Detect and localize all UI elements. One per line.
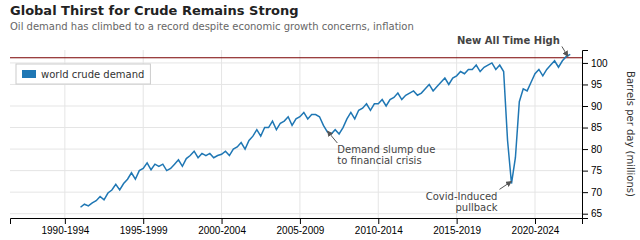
annotations: Demand slump dueto financial crisis Covid…	[327, 35, 568, 213]
annotation-text: Demand slump dueto financial crisis	[337, 144, 435, 166]
grid-line-y	[10, 62, 582, 63]
x-tick-label: 2010-2014	[355, 225, 403, 236]
annotation-text: New All Time High	[457, 35, 560, 46]
x-tick: 2010-2014	[355, 218, 403, 236]
y-tick-mark	[582, 63, 588, 64]
x-tick: 1995-1999	[120, 218, 168, 236]
data-line	[81, 54, 571, 207]
x-tick-label: 1995-1999	[120, 225, 168, 236]
grid-line-y	[10, 170, 582, 171]
grid-line-x	[299, 50, 300, 218]
y-tick-label: 95	[591, 79, 603, 90]
annotation-arrow	[562, 46, 568, 56]
x-tick: 2000-2004	[198, 218, 246, 236]
x-tick-mark	[457, 218, 458, 224]
y-tick-label: 90	[591, 101, 603, 112]
y-axis-title: Barrels per day (millions)	[625, 71, 636, 197]
x-tick: 1990-1994	[41, 218, 89, 236]
x-axis: 1990-1994 1995-1999 2000-2004 2005-2009 2010…	[11, 218, 583, 236]
grid-line-y	[10, 106, 582, 107]
y-tick: 65	[582, 208, 603, 219]
chart-title: Global Thirst for Crude Remains Strong	[10, 3, 299, 18]
grid-line-y	[10, 213, 582, 214]
y-axis: 65 70 75 80 85 90 95 100	[582, 51, 608, 220]
y-tick: 70	[582, 187, 603, 198]
y-tick: 80	[582, 144, 603, 155]
annotation-line: Covid-Induced	[426, 191, 498, 202]
x-tick-mark	[300, 218, 301, 224]
annotation-line: New All Time High	[457, 35, 560, 46]
x-axis-domain	[11, 219, 583, 225]
y-tick: 85	[582, 122, 603, 133]
grid	[10, 50, 582, 218]
chart-subtitle: Oil demand has climbed to a record despi…	[10, 21, 414, 32]
x-tick-label: 2020-2024	[512, 225, 560, 236]
annotation-line: pullback	[455, 202, 497, 213]
y-tick-mark	[582, 128, 588, 129]
x-tick-mark	[65, 218, 66, 224]
chart-svg: Global Thirst for Crude Remains Strong Oi…	[0, 0, 640, 240]
y-tick-mark	[582, 192, 588, 193]
annotation-arrow	[327, 131, 337, 143]
y-tick-mark	[582, 171, 588, 172]
x-tick: 2015-2019	[433, 218, 481, 236]
y-tick-mark	[582, 84, 588, 85]
y-tick: 90	[582, 101, 603, 112]
legend-item: world crude demand	[22, 69, 144, 80]
reference-line	[10, 57, 582, 58]
legend: world crude demand	[16, 64, 150, 84]
x-tick-mark	[143, 218, 144, 224]
annotation-arrow	[499, 181, 511, 189]
legend-box	[16, 64, 150, 84]
y-tick-label: 65	[591, 208, 603, 219]
x-tick-mark	[222, 218, 223, 224]
y-tick: 100	[582, 58, 608, 69]
y-tick-label: 100	[591, 58, 608, 69]
grid-line-x	[221, 50, 222, 218]
y-axis-domain	[583, 51, 589, 219]
legend-swatch	[22, 70, 36, 78]
x-tick-label: 1990-1994	[41, 225, 89, 236]
x-tick: 2005-2009	[277, 218, 325, 236]
x-tick-label: 2005-2009	[277, 225, 325, 236]
legend-label: world crude demand	[41, 69, 144, 80]
y-tick: 95	[582, 79, 603, 90]
annotation-line: Demand slump due	[337, 144, 435, 155]
x-tick-mark	[378, 218, 379, 224]
grid-line-x	[378, 50, 379, 218]
x-tick: 2020-2024	[512, 218, 560, 236]
x-tick-label: 2000-2004	[198, 225, 246, 236]
y-tick-mark	[582, 149, 588, 150]
y-tick-label: 80	[591, 144, 603, 155]
y-tick-mark	[582, 214, 588, 215]
grid-line-y	[10, 149, 582, 150]
x-tick-mark	[535, 218, 536, 224]
y-tick-label: 75	[591, 165, 603, 176]
annotation-line: to financial crisis	[337, 155, 421, 166]
annotation-text: Covid-Inducedpullback	[426, 191, 498, 213]
y-tick-mark	[582, 106, 588, 107]
y-tick-label: 70	[591, 187, 603, 198]
grid-line-y	[10, 127, 582, 128]
y-tick: 75	[582, 165, 603, 176]
y-tick-label: 85	[591, 122, 603, 133]
plot-area	[10, 54, 582, 207]
x-tick-label: 2015-2019	[433, 225, 481, 236]
